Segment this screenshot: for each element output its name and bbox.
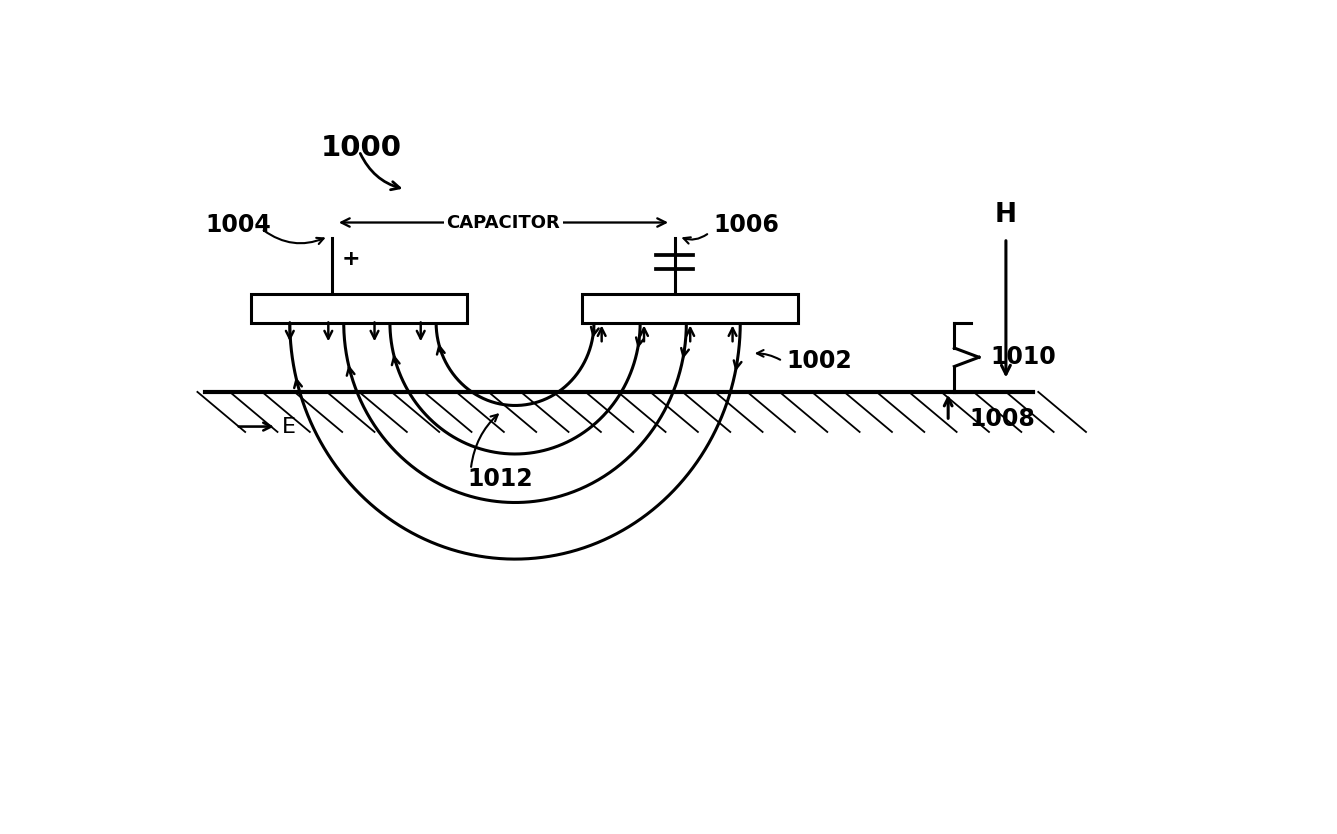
Text: 1000: 1000 [321, 134, 401, 162]
Text: 1006: 1006 [714, 213, 779, 237]
Text: H: H [995, 202, 1017, 228]
Text: +: + [341, 249, 360, 269]
Text: CAPACITOR: CAPACITOR [447, 214, 560, 232]
Text: 1004: 1004 [205, 213, 271, 237]
Bar [251, 294, 467, 323]
Text: 1010: 1010 [991, 345, 1056, 369]
Text: 1012: 1012 [467, 467, 532, 491]
Text: 1002: 1002 [786, 349, 852, 373]
Text: E: E [282, 416, 295, 436]
Bar [583, 294, 798, 323]
Text: 1008: 1008 [969, 407, 1036, 431]
